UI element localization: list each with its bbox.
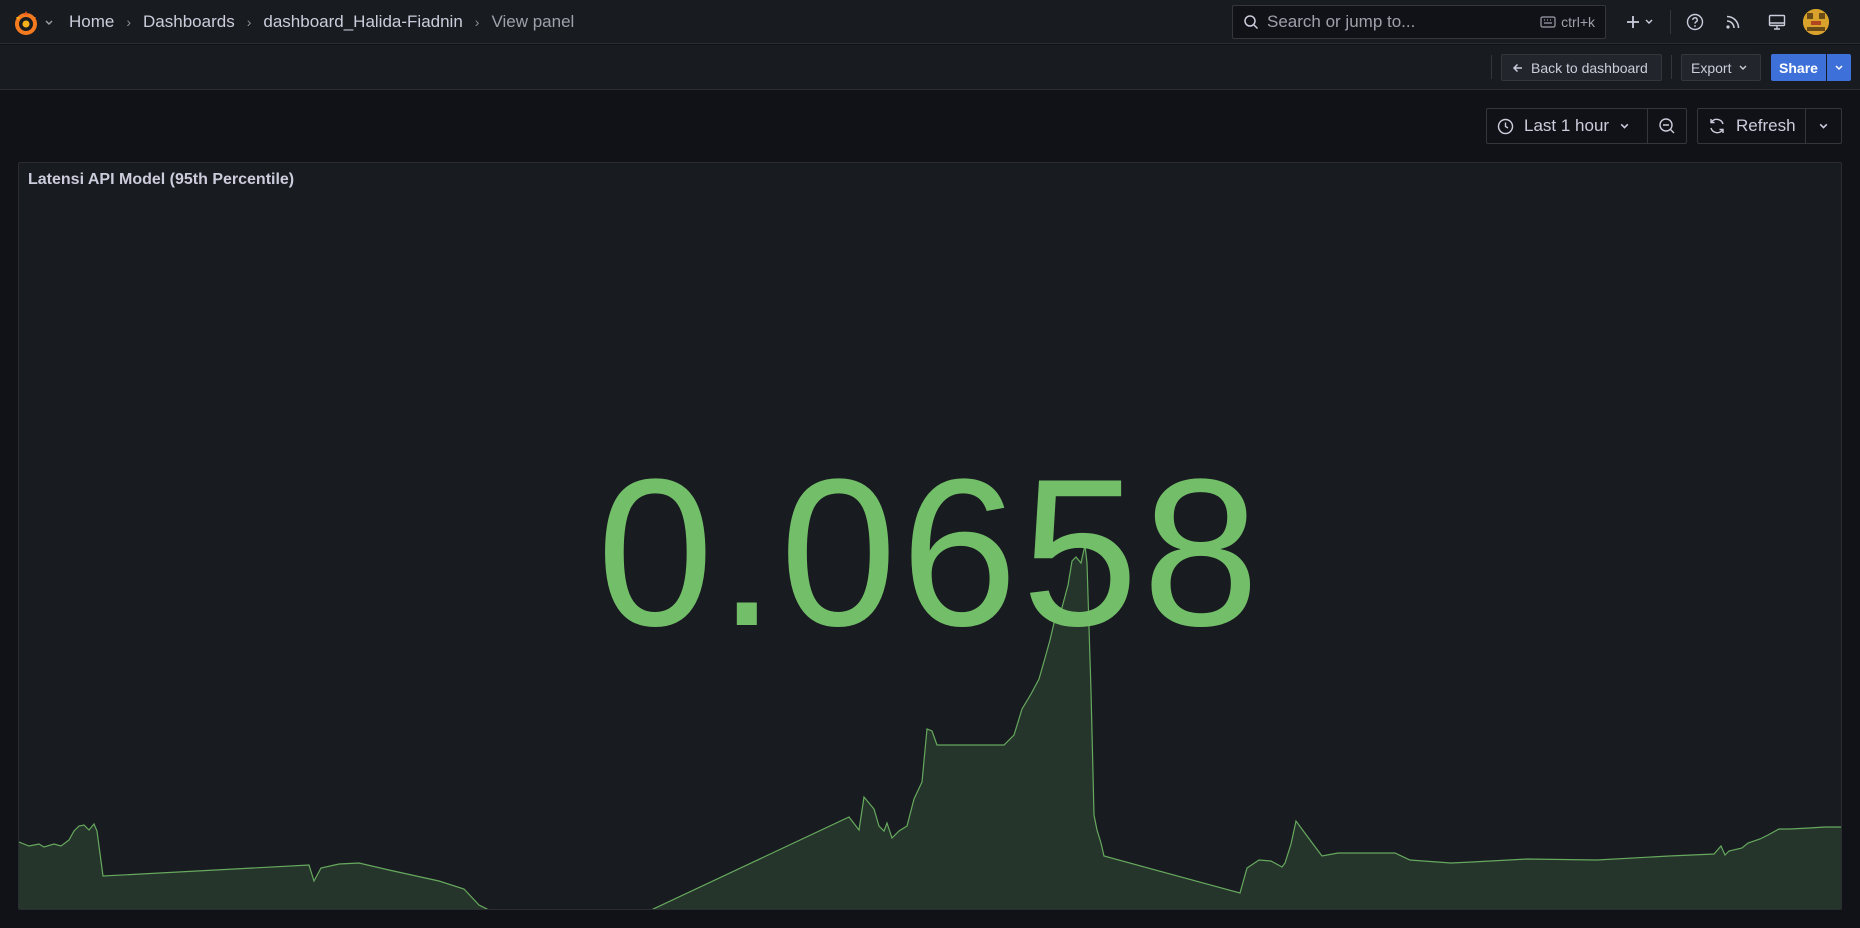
back-to-dashboard-button[interactable]: Back to dashboard	[1501, 54, 1662, 81]
plus-icon	[1627, 16, 1639, 28]
chevron-down-icon	[1645, 19, 1653, 24]
news-button[interactable]	[1711, 7, 1755, 37]
share-options-button[interactable]	[1827, 54, 1851, 81]
chevron-down-icon	[45, 20, 53, 25]
profile-button[interactable]	[1799, 7, 1833, 37]
sparkline-line	[19, 544, 1841, 909]
breadcrumb-home[interactable]: Home	[69, 12, 115, 31]
panel-title[interactable]: Latensi API Model (95th Percentile)	[28, 171, 295, 188]
search-shortcut-label: ctrl+k	[1561, 14, 1595, 30]
divider	[1491, 55, 1492, 79]
breadcrumb-dashboards[interactable]: Dashboards	[143, 12, 235, 31]
grafana-menu-button[interactable]	[12, 9, 54, 37]
time-range-label: Last 1 hour	[1524, 116, 1610, 135]
grafana-logo-icon	[15, 11, 37, 35]
clock-icon	[1497, 118, 1514, 134]
refresh-interval-dropdown[interactable]	[1805, 108, 1842, 144]
zoom-out-icon	[1659, 118, 1675, 134]
stat-panel: Latensi API Model (95th Percentile) 0.06…	[18, 162, 1842, 910]
search-placeholder: Search or jump to...	[1267, 12, 1416, 31]
breadcrumb-current: View panel	[491, 12, 575, 31]
kiosk-button[interactable]	[1755, 7, 1799, 37]
share-label: Share	[1779, 59, 1818, 76]
kiosk-icon	[1768, 14, 1786, 30]
new-button[interactable]	[1618, 7, 1662, 37]
breadcrumb-separator-icon: ›	[126, 14, 132, 30]
chevron-down-icon	[1835, 64, 1843, 70]
search-icon	[1244, 15, 1259, 30]
refresh-icon	[1710, 118, 1724, 134]
arrow-left-icon	[1512, 63, 1522, 72]
refresh-label: Refresh	[1736, 116, 1796, 135]
help-icon	[1686, 13, 1704, 31]
avatar	[1803, 9, 1829, 35]
export-button[interactable]: Export	[1681, 54, 1761, 81]
help-button[interactable]	[1679, 7, 1711, 37]
divider	[1671, 55, 1672, 79]
zoom-out-button[interactable]	[1647, 108, 1687, 144]
breadcrumb: Home › Dashboards › dashboard_Halida-Fia…	[69, 0, 574, 44]
share-button[interactable]: Share	[1771, 54, 1826, 81]
time-range-picker[interactable]: Last 1 hour	[1486, 108, 1648, 144]
breadcrumb-separator-icon: ›	[246, 14, 252, 30]
breadcrumb-separator-icon: ›	[474, 14, 480, 30]
breadcrumb-dashboard[interactable]: dashboard_Halida-Fiadnin	[263, 12, 463, 31]
refresh-button[interactable]: Refresh	[1697, 108, 1806, 144]
news-icon	[1726, 15, 1740, 29]
top-icons	[1618, 0, 1833, 44]
divider	[1670, 10, 1671, 34]
chevron-down-icon	[1819, 123, 1828, 129]
keyboard-icon	[1540, 16, 1556, 28]
search-input[interactable]: Search or jump to... ctrl+k	[1232, 5, 1606, 39]
panel-toolbar: Back to dashboard Export Share	[0, 45, 1860, 90]
top-nav-bar: Home › Dashboards › dashboard_Halida-Fia…	[0, 0, 1860, 44]
chevron-down-icon	[1620, 123, 1629, 129]
chevron-down-icon	[1739, 65, 1747, 70]
sparkline	[19, 544, 1841, 909]
search-shortcut: ctrl+k	[1540, 14, 1595, 30]
back-to-dashboard-label: Back to dashboard	[1531, 59, 1648, 76]
sparkline-area	[19, 545, 1841, 909]
export-label: Export	[1691, 59, 1732, 76]
